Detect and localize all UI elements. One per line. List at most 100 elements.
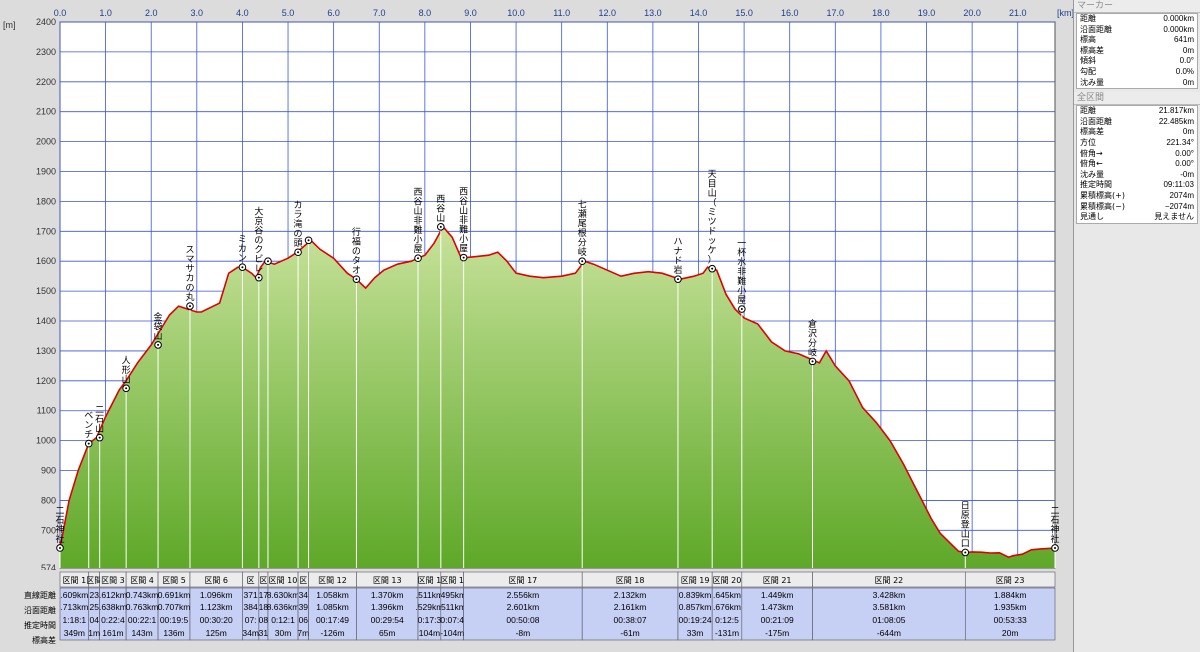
section-elev: 7m — [297, 628, 309, 638]
info-row: 距離 0.000km — [1077, 14, 1197, 25]
y-tick-label: 1800 — [36, 196, 56, 206]
section-elev: 20m — [1002, 628, 1019, 638]
x-tick-label: 6.0 — [327, 8, 340, 18]
info-key: 俯角← — [1080, 159, 1103, 169]
total-panel-title: 全区間 — [1074, 92, 1200, 106]
x-tick-label: 11.0 — [553, 8, 570, 18]
x-tick-label: 17.0 — [827, 8, 845, 18]
section-surface: 1.935km — [994, 602, 1027, 612]
info-row: 俯角→ 0.00° — [1077, 149, 1197, 160]
waypoint-marker-dot — [307, 239, 310, 242]
section-direct: .612km — [99, 590, 127, 600]
info-key: 標高 — [1080, 35, 1096, 45]
waypoint-marker-dot — [462, 256, 465, 259]
section-label: 区間 1 — [440, 576, 464, 585]
info-key: 標高差 — [1080, 45, 1104, 55]
waypoint-label: 二石神社 — [1050, 506, 1059, 545]
section-surface: 8.636km — [267, 602, 300, 612]
section-elev: -104m — [440, 628, 464, 638]
section-direct: 8.630km — [267, 590, 300, 600]
section-label: 区間 20 — [713, 576, 742, 585]
x-tick-label: 2.0 — [145, 8, 158, 18]
section-surface: 39 — [299, 602, 309, 612]
section-direct: .609km — [60, 590, 88, 600]
info-row: 累積標高(−) −2074m — [1077, 202, 1197, 213]
section-header-cell[interactable] — [964, 571, 1056, 588]
info-row: 標高差 0m — [1077, 46, 1197, 57]
info-value: 21.817km — [1158, 106, 1194, 116]
section-time: 00:19:24 — [679, 615, 712, 625]
waypoint-marker-dot — [87, 442, 90, 445]
section-time: 08 — [259, 615, 269, 625]
y-tick-label: 1700 — [36, 226, 56, 236]
info-key: 沿面距離 — [1080, 116, 1112, 126]
section-time: 00:21:09 — [761, 615, 794, 625]
section-values-cell — [964, 587, 1056, 641]
section-surface: 3.581km — [873, 602, 906, 612]
section-values-cell — [99, 587, 127, 641]
section-label: 区間 1 — [418, 576, 442, 585]
section-values-cell — [812, 587, 966, 641]
waypoint-label: 天目山（ミツドッケ） — [708, 170, 717, 265]
section-values-cell — [267, 587, 299, 641]
info-row: 沿面距離 22.485km — [1077, 117, 1197, 128]
section-elev: 30m — [275, 628, 292, 638]
section-elev: 104m — [419, 628, 440, 638]
section-label: 区間 12 — [318, 576, 347, 585]
section-direct: 0.839km — [679, 590, 712, 600]
info-value: 22.485km — [1158, 116, 1194, 126]
info-row: 方位 221.34° — [1077, 138, 1197, 149]
info-key: 沿面距離 — [1080, 24, 1112, 34]
section-elev: 125m — [206, 628, 227, 638]
waypoint-marker-dot — [297, 251, 300, 254]
info-row: 推定時間 09:11:03 — [1077, 180, 1197, 191]
y-tick-label: 700 — [41, 525, 56, 535]
waypoint-marker-dot — [125, 387, 128, 390]
section-surface: .511km — [439, 602, 466, 612]
info-key: 俯角→ — [1080, 148, 1103, 158]
section-time: 0:12:5 — [715, 615, 739, 625]
x-unit-label: [km] — [1057, 8, 1073, 18]
section-surface: 0.857km — [679, 602, 712, 612]
x-tick-label: 7.0 — [373, 8, 386, 18]
section-elev: 34m — [242, 628, 259, 638]
section-time: 00:50:08 — [506, 615, 539, 625]
section-time: 04 — [89, 615, 99, 625]
section-surface: 2.161km — [614, 602, 647, 612]
section-label: 区間 23 — [996, 576, 1025, 585]
section-time: 00:29:54 — [371, 615, 404, 625]
waypoint-label: 七瀬尾根分岐 — [578, 200, 587, 259]
section-label: 区間 1 — [63, 576, 87, 585]
section-label: 区 — [299, 576, 307, 585]
section-direct: 1.884km — [994, 590, 1027, 600]
info-value: 0.000km — [1163, 24, 1194, 34]
info-key: 累積標高(−) — [1080, 201, 1125, 211]
section-elev: -131m — [715, 628, 739, 638]
y-tick-label: 800 — [41, 495, 56, 505]
info-side-panel: マーカー 距離 0.000km 沿面距離 0.000km 標高 641m 標高差 0m 傾斜 0.… — [1073, 0, 1200, 652]
section-surface: 0.763km — [126, 602, 159, 612]
section-direct: .495km — [438, 590, 466, 600]
y-tick-label: 2400 — [36, 17, 56, 27]
x-tick-label: 20.0 — [963, 8, 981, 18]
x-tick-label: 19.0 — [918, 8, 936, 18]
section-direct: 1.096km — [200, 590, 233, 600]
x-tick-label: 3.0 — [191, 8, 204, 18]
info-value: 0.00° — [1175, 159, 1194, 169]
y-tick-label: 2100 — [36, 107, 56, 117]
y-tick-label: 1500 — [36, 286, 56, 296]
section-elev: -644m — [877, 628, 901, 638]
section-direct: 1.449km — [761, 590, 794, 600]
section-elev: -126m — [320, 628, 344, 638]
info-key: 傾斜 — [1080, 56, 1096, 66]
y-tick-label: 1100 — [37, 406, 56, 416]
x-tick-label: 16.0 — [781, 8, 799, 18]
info-row: 沈み量 0m — [1077, 78, 1197, 89]
info-value: 2074m — [1169, 190, 1194, 200]
info-value: 0.0° — [1179, 56, 1194, 66]
y-tick-label: 2300 — [36, 47, 56, 57]
section-values-cell — [711, 587, 743, 641]
section-direct: .645km — [713, 590, 741, 600]
section-time: 00:30:20 — [200, 615, 233, 625]
